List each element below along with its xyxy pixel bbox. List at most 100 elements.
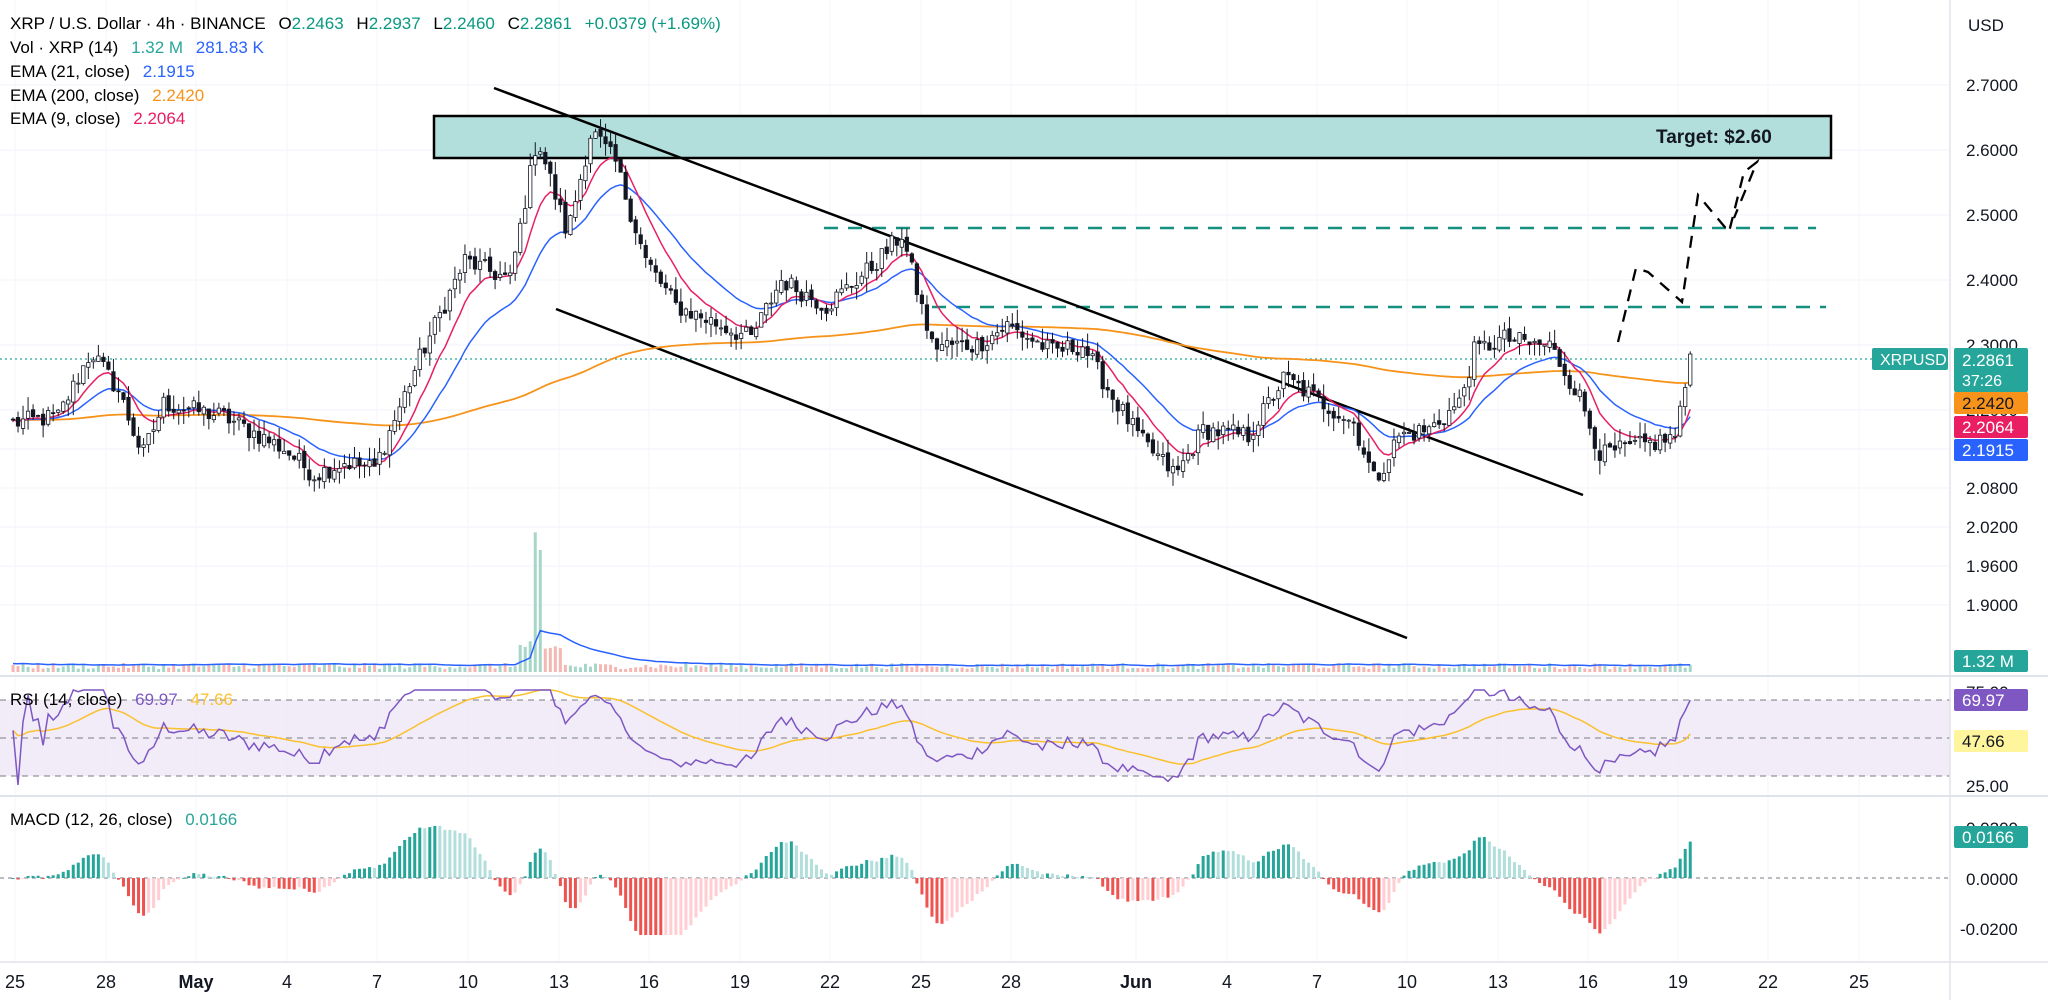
ema200-badge[interactable]: 2.2420 bbox=[1954, 392, 2028, 414]
candle[interactable] bbox=[1688, 351, 1693, 388]
candle[interactable] bbox=[718, 319, 724, 336]
candle[interactable] bbox=[1180, 448, 1186, 478]
candle[interactable] bbox=[980, 335, 985, 360]
candle[interactable] bbox=[1442, 423, 1447, 432]
candle[interactable] bbox=[452, 266, 458, 299]
candle[interactable] bbox=[1592, 425, 1597, 461]
candle[interactable] bbox=[382, 450, 387, 456]
candle[interactable] bbox=[995, 323, 1000, 345]
candle[interactable] bbox=[844, 272, 849, 291]
candle[interactable] bbox=[442, 296, 447, 314]
candle[interactable] bbox=[312, 475, 317, 492]
candle[interactable] bbox=[1000, 318, 1005, 338]
candle[interactable] bbox=[1025, 330, 1030, 349]
candle[interactable] bbox=[1366, 438, 1371, 474]
candle[interactable] bbox=[1612, 432, 1618, 458]
candle[interactable] bbox=[462, 244, 468, 283]
candle[interactable] bbox=[1482, 330, 1487, 350]
candle[interactable] bbox=[1190, 453, 1196, 460]
candle[interactable] bbox=[81, 365, 86, 386]
candle[interactable] bbox=[884, 238, 889, 260]
candle[interactable] bbox=[241, 411, 247, 428]
candle[interactable] bbox=[1527, 341, 1532, 355]
candle[interactable] bbox=[1477, 336, 1482, 355]
candle[interactable] bbox=[794, 276, 799, 305]
candle[interactable] bbox=[1095, 342, 1100, 370]
candle[interactable] bbox=[397, 397, 402, 431]
candle[interactable] bbox=[161, 392, 166, 424]
candle[interactable] bbox=[377, 438, 382, 476]
candle[interactable] bbox=[513, 250, 518, 281]
candle[interactable] bbox=[739, 323, 744, 350]
candle[interactable] bbox=[538, 147, 543, 160]
candle[interactable] bbox=[1597, 438, 1602, 475]
candle[interactable] bbox=[1005, 315, 1010, 343]
candle[interactable] bbox=[1090, 350, 1095, 361]
candle[interactable] bbox=[1155, 440, 1161, 461]
candles[interactable] bbox=[10, 119, 1693, 492]
ema-9-line[interactable] bbox=[12, 157, 1691, 470]
candle[interactable] bbox=[613, 134, 618, 173]
candle[interactable] bbox=[1030, 332, 1035, 348]
candle[interactable] bbox=[799, 288, 804, 308]
candle[interactable] bbox=[498, 261, 503, 282]
candle[interactable] bbox=[1452, 392, 1457, 414]
candle[interactable] bbox=[1507, 316, 1512, 348]
candle[interactable] bbox=[1562, 351, 1567, 386]
candle[interactable] bbox=[1221, 422, 1226, 445]
candle[interactable] bbox=[146, 432, 151, 453]
candle[interactable] bbox=[528, 153, 533, 210]
candle[interactable] bbox=[151, 419, 156, 444]
candle[interactable] bbox=[954, 327, 960, 357]
candle[interactable] bbox=[1432, 413, 1437, 428]
candle[interactable] bbox=[61, 400, 66, 414]
candle[interactable] bbox=[1316, 388, 1321, 402]
candle[interactable] bbox=[1060, 340, 1065, 358]
candle[interactable] bbox=[1351, 417, 1356, 437]
candle[interactable] bbox=[432, 315, 437, 344]
candle[interactable] bbox=[703, 311, 709, 334]
candle[interactable] bbox=[924, 295, 930, 339]
candle[interactable] bbox=[1175, 455, 1181, 476]
candle[interactable] bbox=[106, 355, 111, 371]
candle[interactable] bbox=[1040, 328, 1045, 353]
candle[interactable] bbox=[779, 269, 784, 295]
legend-ema200[interactable]: EMA (200, close) 2.2420 bbox=[10, 86, 204, 105]
candle[interactable] bbox=[1055, 341, 1060, 358]
candle[interactable] bbox=[201, 405, 206, 426]
candle[interactable] bbox=[759, 312, 764, 328]
candle[interactable] bbox=[944, 327, 950, 357]
candle[interactable] bbox=[558, 187, 563, 213]
candle[interactable] bbox=[909, 252, 914, 265]
candle[interactable] bbox=[1547, 331, 1552, 353]
candle[interactable] bbox=[593, 128, 598, 139]
candle[interactable] bbox=[176, 404, 181, 425]
candle[interactable] bbox=[1416, 423, 1422, 442]
candle[interactable] bbox=[1105, 379, 1110, 398]
candle[interactable] bbox=[437, 305, 442, 332]
candle[interactable] bbox=[1331, 407, 1336, 432]
candle[interactable] bbox=[543, 147, 548, 170]
candle[interactable] bbox=[503, 262, 508, 276]
candle[interactable] bbox=[1532, 338, 1537, 356]
candle[interactable] bbox=[854, 272, 859, 300]
legend-macd[interactable]: MACD (12, 26, close) 0.0166 bbox=[10, 810, 237, 829]
candle[interactable] bbox=[66, 395, 71, 417]
candle[interactable] bbox=[824, 304, 829, 322]
candle[interactable] bbox=[975, 331, 980, 359]
candle[interactable] bbox=[282, 439, 287, 455]
macd-badge[interactable]: 0.0166 bbox=[1954, 826, 2028, 848]
candle[interactable] bbox=[1301, 372, 1306, 402]
candle[interactable] bbox=[111, 358, 116, 393]
candle[interactable] bbox=[407, 382, 412, 407]
candle[interactable] bbox=[1632, 434, 1638, 445]
candle[interactable] bbox=[1346, 419, 1351, 429]
candle[interactable] bbox=[1165, 439, 1171, 478]
candle[interactable] bbox=[965, 328, 970, 351]
candle[interactable] bbox=[352, 446, 357, 470]
candle[interactable] bbox=[598, 119, 603, 148]
candle[interactable] bbox=[1361, 440, 1366, 458]
candle[interactable] bbox=[508, 264, 513, 285]
candle[interactable] bbox=[698, 309, 704, 328]
